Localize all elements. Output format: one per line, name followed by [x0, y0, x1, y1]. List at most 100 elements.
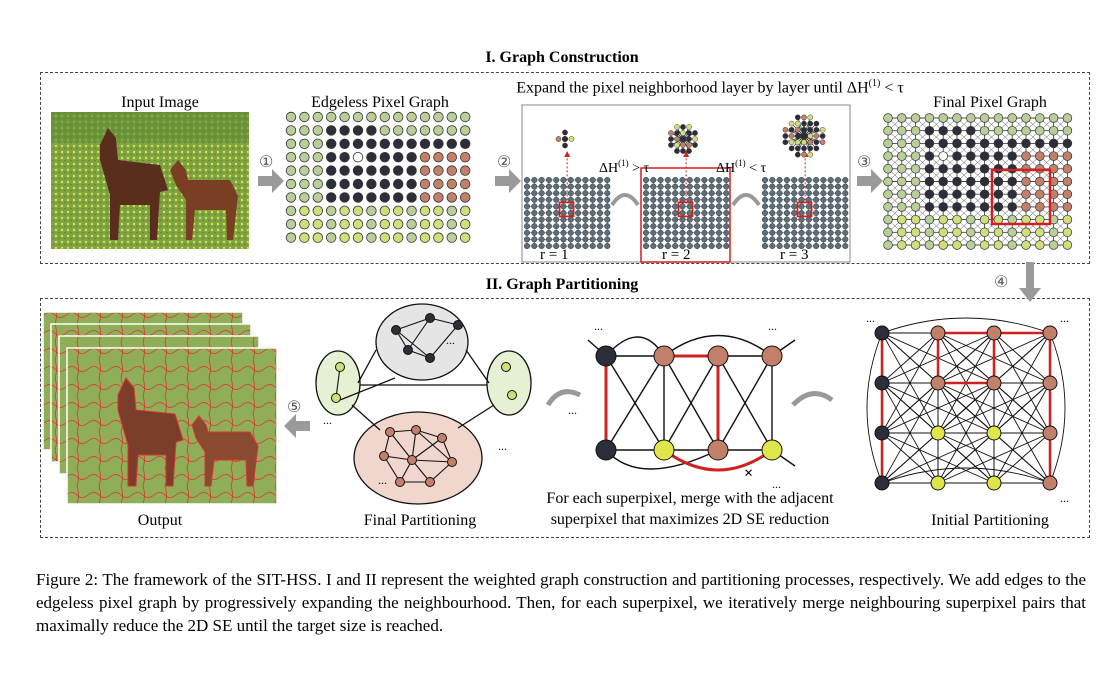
- pixel-node: [379, 111, 391, 123]
- merge-curved-arrow-right: [791, 391, 834, 407]
- pixel-node: [339, 125, 350, 136]
- pixel-node: [419, 125, 431, 136]
- pixel-node: [366, 165, 377, 176]
- curved-arrow-1: [610, 193, 640, 207]
- pixel-node: [393, 111, 404, 123]
- neighborhood-star-r2: [668, 124, 698, 154]
- pixel-node: [393, 125, 404, 136]
- pixel-node: [379, 178, 391, 190]
- pixel-node: [460, 218, 471, 230]
- graph-construction-panel: [40, 72, 1090, 264]
- pixel-node: [352, 125, 364, 136]
- step-2-marker: ②: [497, 154, 511, 171]
- pixel-node: [339, 138, 350, 150]
- pixel-node: [339, 232, 350, 243]
- pixel-node: [393, 151, 404, 163]
- pixel-node: [312, 151, 324, 163]
- expand-text: Expand the pixel neighborhood layer by l…: [516, 78, 904, 97]
- pixel-node: [379, 165, 391, 176]
- r2-highlight-box: [640, 167, 731, 263]
- framework-figure: ① ② ③ ④ ⑤ r = 1 r = 2 r = 3 ΔH(1) > τ ΔH…: [42, 104, 1073, 505]
- pixel-node: [366, 151, 377, 163]
- pixel-node: [285, 205, 297, 217]
- pixel-node: [379, 232, 391, 243]
- pixel-node: [446, 205, 458, 217]
- pixel-node: [446, 151, 458, 163]
- pixel-node: [352, 232, 364, 243]
- pixel-node: [326, 218, 337, 230]
- pixel-node: [299, 125, 310, 136]
- pixel-node: [379, 138, 391, 150]
- ellipsis-merge-tr: ...: [768, 319, 777, 333]
- pixel-node: [312, 165, 324, 176]
- pixel-node: [419, 232, 431, 243]
- arrow-step-1: [258, 169, 284, 193]
- pixel-node: [460, 138, 471, 150]
- svg-text:×: ×: [744, 465, 753, 482]
- pixel-node: [433, 151, 444, 163]
- pixel-node: [366, 192, 377, 203]
- pixel-node: [393, 205, 404, 217]
- pixel-node: [366, 178, 377, 190]
- pixel-node: [299, 151, 310, 163]
- pixel-node: [285, 218, 297, 230]
- initial-partitioning-graph: [866, 317, 1066, 491]
- pixel-node: [339, 218, 350, 230]
- pixel-node: [339, 151, 350, 163]
- pixel-node: [446, 178, 458, 190]
- ellipsis-fp-bottom: ...: [378, 473, 387, 487]
- pixel-node: [285, 165, 297, 176]
- graph-partitioning-panel: [40, 298, 1090, 538]
- pixel-node: [460, 192, 471, 203]
- pixel-node: [312, 111, 324, 123]
- pixel-node: [312, 125, 324, 136]
- pixel-node: [406, 165, 417, 176]
- arrow-step-5: [284, 414, 310, 438]
- merge-text-line1: For each superpixel, merge with the adja…: [546, 490, 834, 507]
- pixel-node: [460, 205, 471, 217]
- pixel-node: [366, 205, 377, 217]
- pixel-node: [419, 192, 431, 203]
- ellipsis-merge-left: ...: [568, 403, 577, 417]
- section-title-graph-partitioning: II. Graph Partitioning: [485, 276, 639, 293]
- pixel-node: [379, 151, 391, 163]
- pixel-node: [352, 165, 364, 176]
- pixel-node: [433, 205, 444, 217]
- pixel-node: [285, 125, 297, 136]
- final-graph-highlight: [990, 168, 1052, 226]
- step-4-marker: ④: [994, 274, 1008, 291]
- pixel-node: [446, 165, 458, 176]
- arrow-step-3: [857, 169, 883, 193]
- pixel-node: [352, 178, 364, 190]
- pixel-node: [339, 178, 350, 190]
- pixel-node: [419, 205, 431, 217]
- pixel-node: [339, 165, 350, 176]
- ellipsis-init-br: ...: [1060, 491, 1069, 505]
- pixel-node: [366, 125, 377, 136]
- pixel-node: [285, 111, 297, 123]
- pixel-node: [352, 218, 364, 230]
- pixel-node: [406, 125, 417, 136]
- edgeless-graph-label: Edgeless Pixel Graph: [311, 94, 449, 111]
- pixel-node: [393, 178, 404, 190]
- merge-curved-arrow-left: [545, 389, 582, 407]
- ellipsis-merge-tl: ...: [594, 319, 603, 333]
- ellipsis-fp-right: ...: [498, 439, 507, 453]
- pixel-node: [406, 232, 417, 243]
- pixel-node: [433, 232, 444, 243]
- pixel-node: [285, 138, 297, 150]
- pixel-node: [433, 125, 444, 136]
- pixel-node: [406, 111, 417, 123]
- pixel-node: [419, 178, 431, 190]
- arrow-step-2: [495, 169, 521, 193]
- initial-partitioning-label: Initial Partitioning: [931, 512, 1049, 529]
- pixel-node: [352, 138, 364, 150]
- r2-label: r = 2: [662, 247, 690, 263]
- pixel-node: [406, 218, 417, 230]
- pixel-node: [312, 192, 324, 203]
- pixel-node: [326, 178, 337, 190]
- curved-arrow-2: [731, 193, 761, 207]
- pixel-node: [299, 218, 310, 230]
- pixel-node: [285, 192, 297, 203]
- pixel-node: [339, 111, 350, 123]
